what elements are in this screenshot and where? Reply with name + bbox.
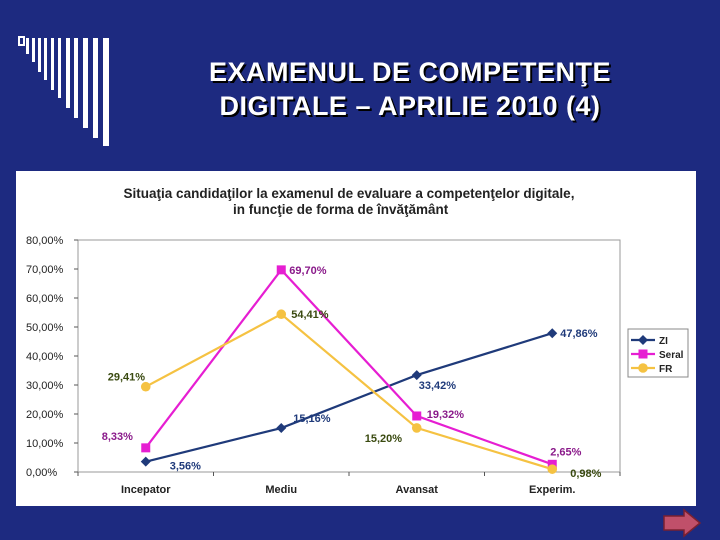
- data-label: 19,32%: [427, 409, 465, 421]
- series-line-seral: [144, 268, 553, 466]
- data-point-fr: [547, 464, 558, 474]
- x-tick-label: Experim.: [529, 484, 575, 496]
- y-tick-label: 50,00%: [26, 322, 64, 334]
- data-point-fr: [276, 309, 287, 320]
- data-point-zi: [140, 456, 151, 467]
- data-label: 0,98%: [570, 468, 601, 480]
- data-label: 29,41%: [108, 372, 146, 384]
- y-tick-label: 0,00%: [26, 467, 57, 479]
- data-label: 8,33%: [102, 431, 133, 443]
- next-slide-arrow-icon[interactable]: [662, 508, 702, 538]
- legend-label: ZI: [659, 336, 668, 347]
- y-tick-label: 70,00%: [26, 264, 64, 276]
- y-tick-label: 60,00%: [26, 293, 64, 305]
- x-tick-label: Avansat: [396, 484, 439, 496]
- plot-area: [77, 239, 621, 473]
- legend-label: Seral: [659, 350, 684, 361]
- data-point-zi: [547, 328, 558, 339]
- line-chart: Situaţia candidaţilor la examenul de eva…: [26, 186, 689, 496]
- decorative-bars: [18, 36, 109, 146]
- y-tick-label: 30,00%: [26, 380, 64, 392]
- data-label: 15,20%: [365, 433, 403, 445]
- data-label: 47,86%: [560, 328, 598, 340]
- data-point-seral: [276, 265, 286, 275]
- legend-marker: [638, 363, 648, 373]
- data-point-fr: [411, 423, 422, 433]
- chart-title-line1: Situaţia candidaţilor la examenul de eva…: [124, 186, 575, 201]
- y-tick-label: 10,00%: [26, 438, 64, 450]
- x-tick-label: Mediu: [265, 484, 297, 496]
- series-line-zi: [145, 332, 553, 463]
- data-label: 33,42%: [419, 380, 457, 392]
- legend-label: FR: [659, 364, 673, 375]
- data-label: 15,16%: [293, 413, 331, 425]
- y-tick-label: 80,00%: [26, 235, 64, 247]
- data-point-seral: [141, 443, 151, 453]
- data-label: 3,56%: [170, 461, 201, 473]
- data-label: 54,41%: [291, 309, 329, 321]
- data-point-zi: [276, 423, 287, 434]
- data-label: 2,65%: [550, 446, 581, 458]
- data-point-seral: [547, 459, 557, 469]
- y-tick-label: 20,00%: [26, 409, 64, 421]
- slide-title-line2: DIGITALE – APRILIE 2010 (4): [219, 91, 601, 121]
- data-point-fr: [140, 381, 151, 392]
- chart-container: Situaţia candidaţilor la examenul de eva…: [16, 171, 696, 506]
- y-tick-label: 40,00%: [26, 351, 64, 363]
- series-line-fr: [145, 312, 553, 471]
- slide-title-line1: EXAMENUL DE COMPETENŢE: [208, 57, 612, 87]
- chart-title-line2: in funcţie de forma de învăţământ: [233, 202, 449, 217]
- legend-marker: [638, 349, 648, 359]
- slide-title: EXAMENUL DE COMPETENŢE DIGITALE – APRILI…: [150, 55, 670, 123]
- data-point-seral: [412, 411, 422, 421]
- legend-marker: [638, 335, 648, 345]
- data-point-zi: [411, 370, 422, 381]
- data-label: 69,70%: [289, 265, 327, 277]
- x-tick-label: Incepator: [121, 484, 171, 496]
